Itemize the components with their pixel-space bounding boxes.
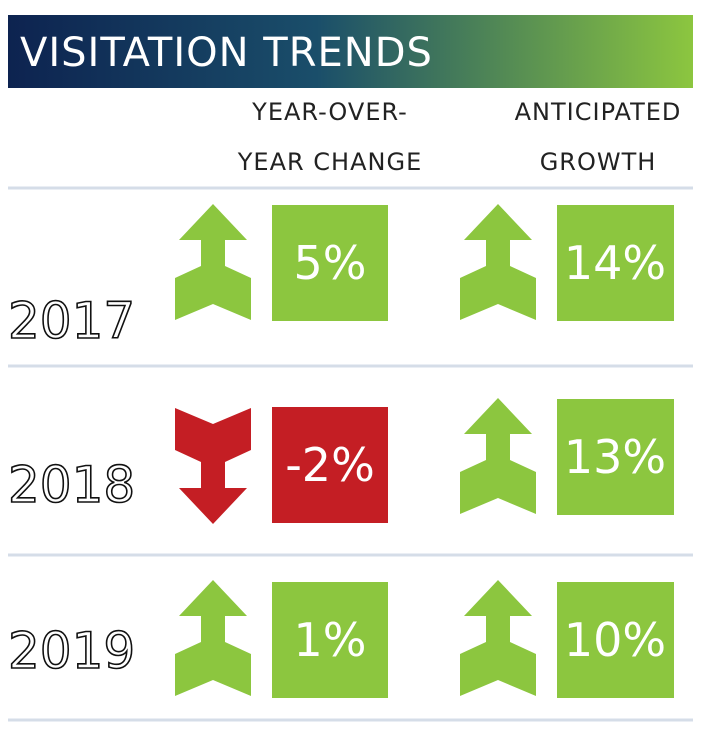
column-header: YEAR-OVER- bbox=[251, 98, 408, 126]
value-box bbox=[272, 205, 388, 321]
column-header: YEAR CHANGE bbox=[237, 148, 422, 176]
growth-value: 14% bbox=[564, 236, 666, 290]
up-arrow bbox=[175, 204, 251, 320]
value-box bbox=[272, 407, 388, 523]
title-banner bbox=[8, 15, 693, 88]
up-arrow bbox=[460, 580, 536, 696]
up-arrow bbox=[175, 580, 251, 696]
title: VISITATION TRENDS bbox=[20, 30, 433, 76]
change-value: -2% bbox=[285, 438, 375, 492]
year: 2018 bbox=[8, 456, 135, 514]
value-box bbox=[557, 399, 674, 515]
column-header: ANTICIPATED bbox=[515, 98, 682, 126]
year: 2019 bbox=[8, 622, 135, 680]
growth-value: 10% bbox=[564, 613, 666, 667]
up-arrow bbox=[460, 398, 536, 514]
change-value: 5% bbox=[294, 236, 367, 290]
value-box bbox=[557, 205, 674, 321]
growth-value: 13% bbox=[564, 430, 666, 484]
change-value: 1% bbox=[294, 613, 367, 667]
value-box bbox=[272, 582, 388, 698]
up-arrow bbox=[460, 204, 536, 320]
year: 2017 bbox=[8, 292, 135, 350]
down-arrow bbox=[175, 408, 251, 524]
value-box bbox=[557, 582, 674, 698]
column-header: GROWTH bbox=[540, 148, 657, 176]
